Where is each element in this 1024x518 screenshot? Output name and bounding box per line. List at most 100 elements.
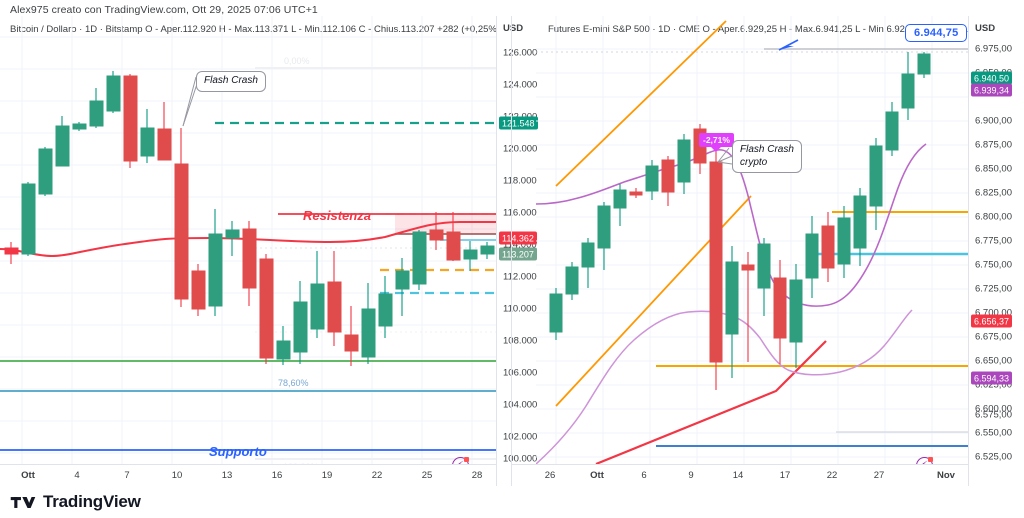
fib-0-label: 0,00%: [284, 56, 310, 66]
resistenza-zone: [395, 214, 496, 234]
price-tick-114000: 114.000: [503, 239, 537, 251]
purple-ma-lower: [536, 309, 913, 464]
time-label-9: 9: [688, 470, 694, 481]
time-label-ott: Ott: [590, 470, 604, 481]
price-scale-unit-bitcoin: USD: [503, 23, 524, 34]
alert-badge-bitcoin[interactable]: ⚡: [452, 457, 469, 464]
time-label-4: 4: [74, 470, 80, 481]
footer-bar: TradingView: [0, 486, 1024, 518]
brand-name: TradingView: [43, 492, 141, 511]
fib-786-label: 78,60%: [278, 378, 309, 388]
chart-svg-sp500: [536, 16, 968, 464]
time-label-22: 22: [371, 470, 383, 481]
supporto-label[interactable]: Supporto: [209, 444, 267, 459]
alert-badge-sp500[interactable]: ⚡: [916, 457, 933, 464]
orange-trend-upper: [555, 20, 727, 187]
price-tick-657500: 6.575,00: [975, 409, 1012, 421]
time-label-26: 26: [544, 470, 556, 481]
price-tick-662500: 6.625,00: [975, 379, 1012, 391]
time-label-27: 27: [873, 470, 885, 481]
price-tick-108000: 108.000: [503, 335, 538, 347]
gridlines-horizontal: [536, 48, 968, 458]
price-tick-682500: 6.825,00: [975, 187, 1012, 199]
time-label-25: 25: [421, 470, 433, 481]
price-tick-106000: 106.000: [503, 367, 538, 379]
alert-dot: [464, 457, 469, 462]
price-label-last-113207: 113.207: [499, 247, 537, 261]
price-scale-unit-sp500: USD: [975, 23, 996, 34]
resistenza-label[interactable]: Resistenza: [303, 208, 371, 223]
price-tick-665000: 6.650,00: [975, 355, 1012, 367]
time-label-13: 13: [221, 470, 233, 481]
chart-pane-bitcoin[interactable]: Bitcoin / Dollaro · 1D · Bitstamp O - Ap…: [0, 16, 549, 487]
price-label-red-114362: 114.362: [499, 231, 537, 245]
plot-area-sp500[interactable]: -2,71% Flash Crash crypto 6.944,75 ⚡: [536, 16, 968, 464]
price-tick-100000: 100.000: [503, 453, 538, 465]
purple-ma-upper: [536, 143, 927, 307]
price-tick-652500: 6.525,00: [975, 451, 1012, 463]
candlestick-series-sp500: [549, 52, 931, 390]
pane-divider: [511, 16, 512, 486]
price-tick-675000: 6.750,00: [975, 259, 1012, 271]
gridlines-horizontal: [0, 36, 496, 454]
time-label-10: 10: [171, 470, 183, 481]
price-tick-120000: 120.000: [503, 143, 538, 155]
price-tick-690000: 6.900,00: [975, 115, 1012, 127]
time-label-19: 19: [321, 470, 333, 481]
price-tick-685000: 6.850,00: [975, 163, 1012, 175]
time-label-ott: Ott: [21, 470, 35, 481]
flash-crash-callout[interactable]: Flash Crash: [196, 71, 266, 92]
candlestick-series-bitcoin: [4, 71, 495, 366]
price-tick-672500: 6.725,00: [975, 283, 1012, 295]
price-tick-677500: 6.775,00: [975, 235, 1012, 247]
time-label-28: 28: [471, 470, 483, 481]
price-tick-124000: 124.000: [503, 79, 538, 91]
percent-change-flag[interactable]: -2,71%: [699, 133, 734, 152]
time-label-14: 14: [732, 470, 744, 481]
lightning-icon: ⚡: [457, 460, 464, 464]
attribution-text: Alex975 creato con TradingView.com, Ott …: [10, 4, 318, 16]
time-scale-sp500[interactable]: 26 Ott 6 9 14 17 22 27 Nov: [512, 464, 1024, 487]
price-scale-bitcoin[interactable]: USD 126.000 124.000 122.000 120.000 118.…: [496, 16, 549, 486]
time-label-6: 6: [641, 470, 647, 481]
price-tick-112000: 112.000: [503, 271, 537, 283]
price-scale-sp500[interactable]: USD 6.975,00 6.950,00 6.900,00 6.875,00 …: [968, 16, 1024, 486]
callout-leader-lines-sp500: [717, 147, 733, 165]
time-label-nov: Nov: [937, 470, 955, 481]
time-label-7: 7: [124, 470, 130, 481]
gridlines-vertical: [555, 16, 933, 464]
time-scale-bitcoin[interactable]: Ott 4 7 10 13 16 19 22 25 28: [0, 464, 512, 487]
price-label-last-694050: 6.940,50: [971, 71, 1013, 85]
price-bubble-694475[interactable]: 6.944,75: [905, 24, 968, 42]
price-label-purple-693934: 6.939,34: [971, 83, 1013, 97]
price-tick-687500: 6.875,00: [975, 139, 1012, 151]
price-tick-670000: 6.700,00: [975, 307, 1012, 319]
price-tick-110000: 110.000: [503, 303, 537, 315]
price-label-red-665637: 6.656,37: [971, 314, 1013, 328]
price-tick-116000: 116.000: [503, 207, 537, 219]
tradingview-logo-icon: [10, 496, 36, 508]
price-tick-660000: 6.600,00: [975, 403, 1012, 415]
price-tick-680000: 6.800,00: [975, 211, 1012, 223]
fib-100-label: -100.00%: [280, 462, 319, 464]
time-label-16: 16: [271, 470, 283, 481]
lightning-icon: ⚡: [921, 460, 928, 464]
chart-pane-sp500[interactable]: Futures E-mini S&P 500 · 1D · CME O - Ap…: [512, 16, 1024, 486]
price-tick-697500: 6.975,00: [975, 43, 1012, 55]
chart-svg-bitcoin: [0, 16, 496, 464]
flash-crash-crypto-callout[interactable]: Flash Crash crypto: [732, 140, 802, 173]
price-label-green-121548: 121.548: [499, 116, 538, 130]
price-tick-102000: 102.000: [503, 431, 538, 443]
bubble-leader: [778, 39, 799, 51]
price-tick-118000: 118.000: [503, 175, 537, 187]
plot-area-bitcoin[interactable]: Flash Crash Resistenza Supporto 78,60% 0…: [0, 16, 496, 464]
price-label-purple-659433: 6.594,33: [971, 371, 1013, 385]
time-label-22: 22: [826, 470, 838, 481]
price-tick-667500: 6.675,00: [975, 331, 1012, 343]
price-tick-104000: 104.000: [503, 399, 538, 411]
red-trend-line: [595, 340, 827, 464]
alert-dot: [928, 457, 933, 462]
time-label-17: 17: [779, 470, 791, 481]
bubble-pointer: [779, 46, 794, 50]
